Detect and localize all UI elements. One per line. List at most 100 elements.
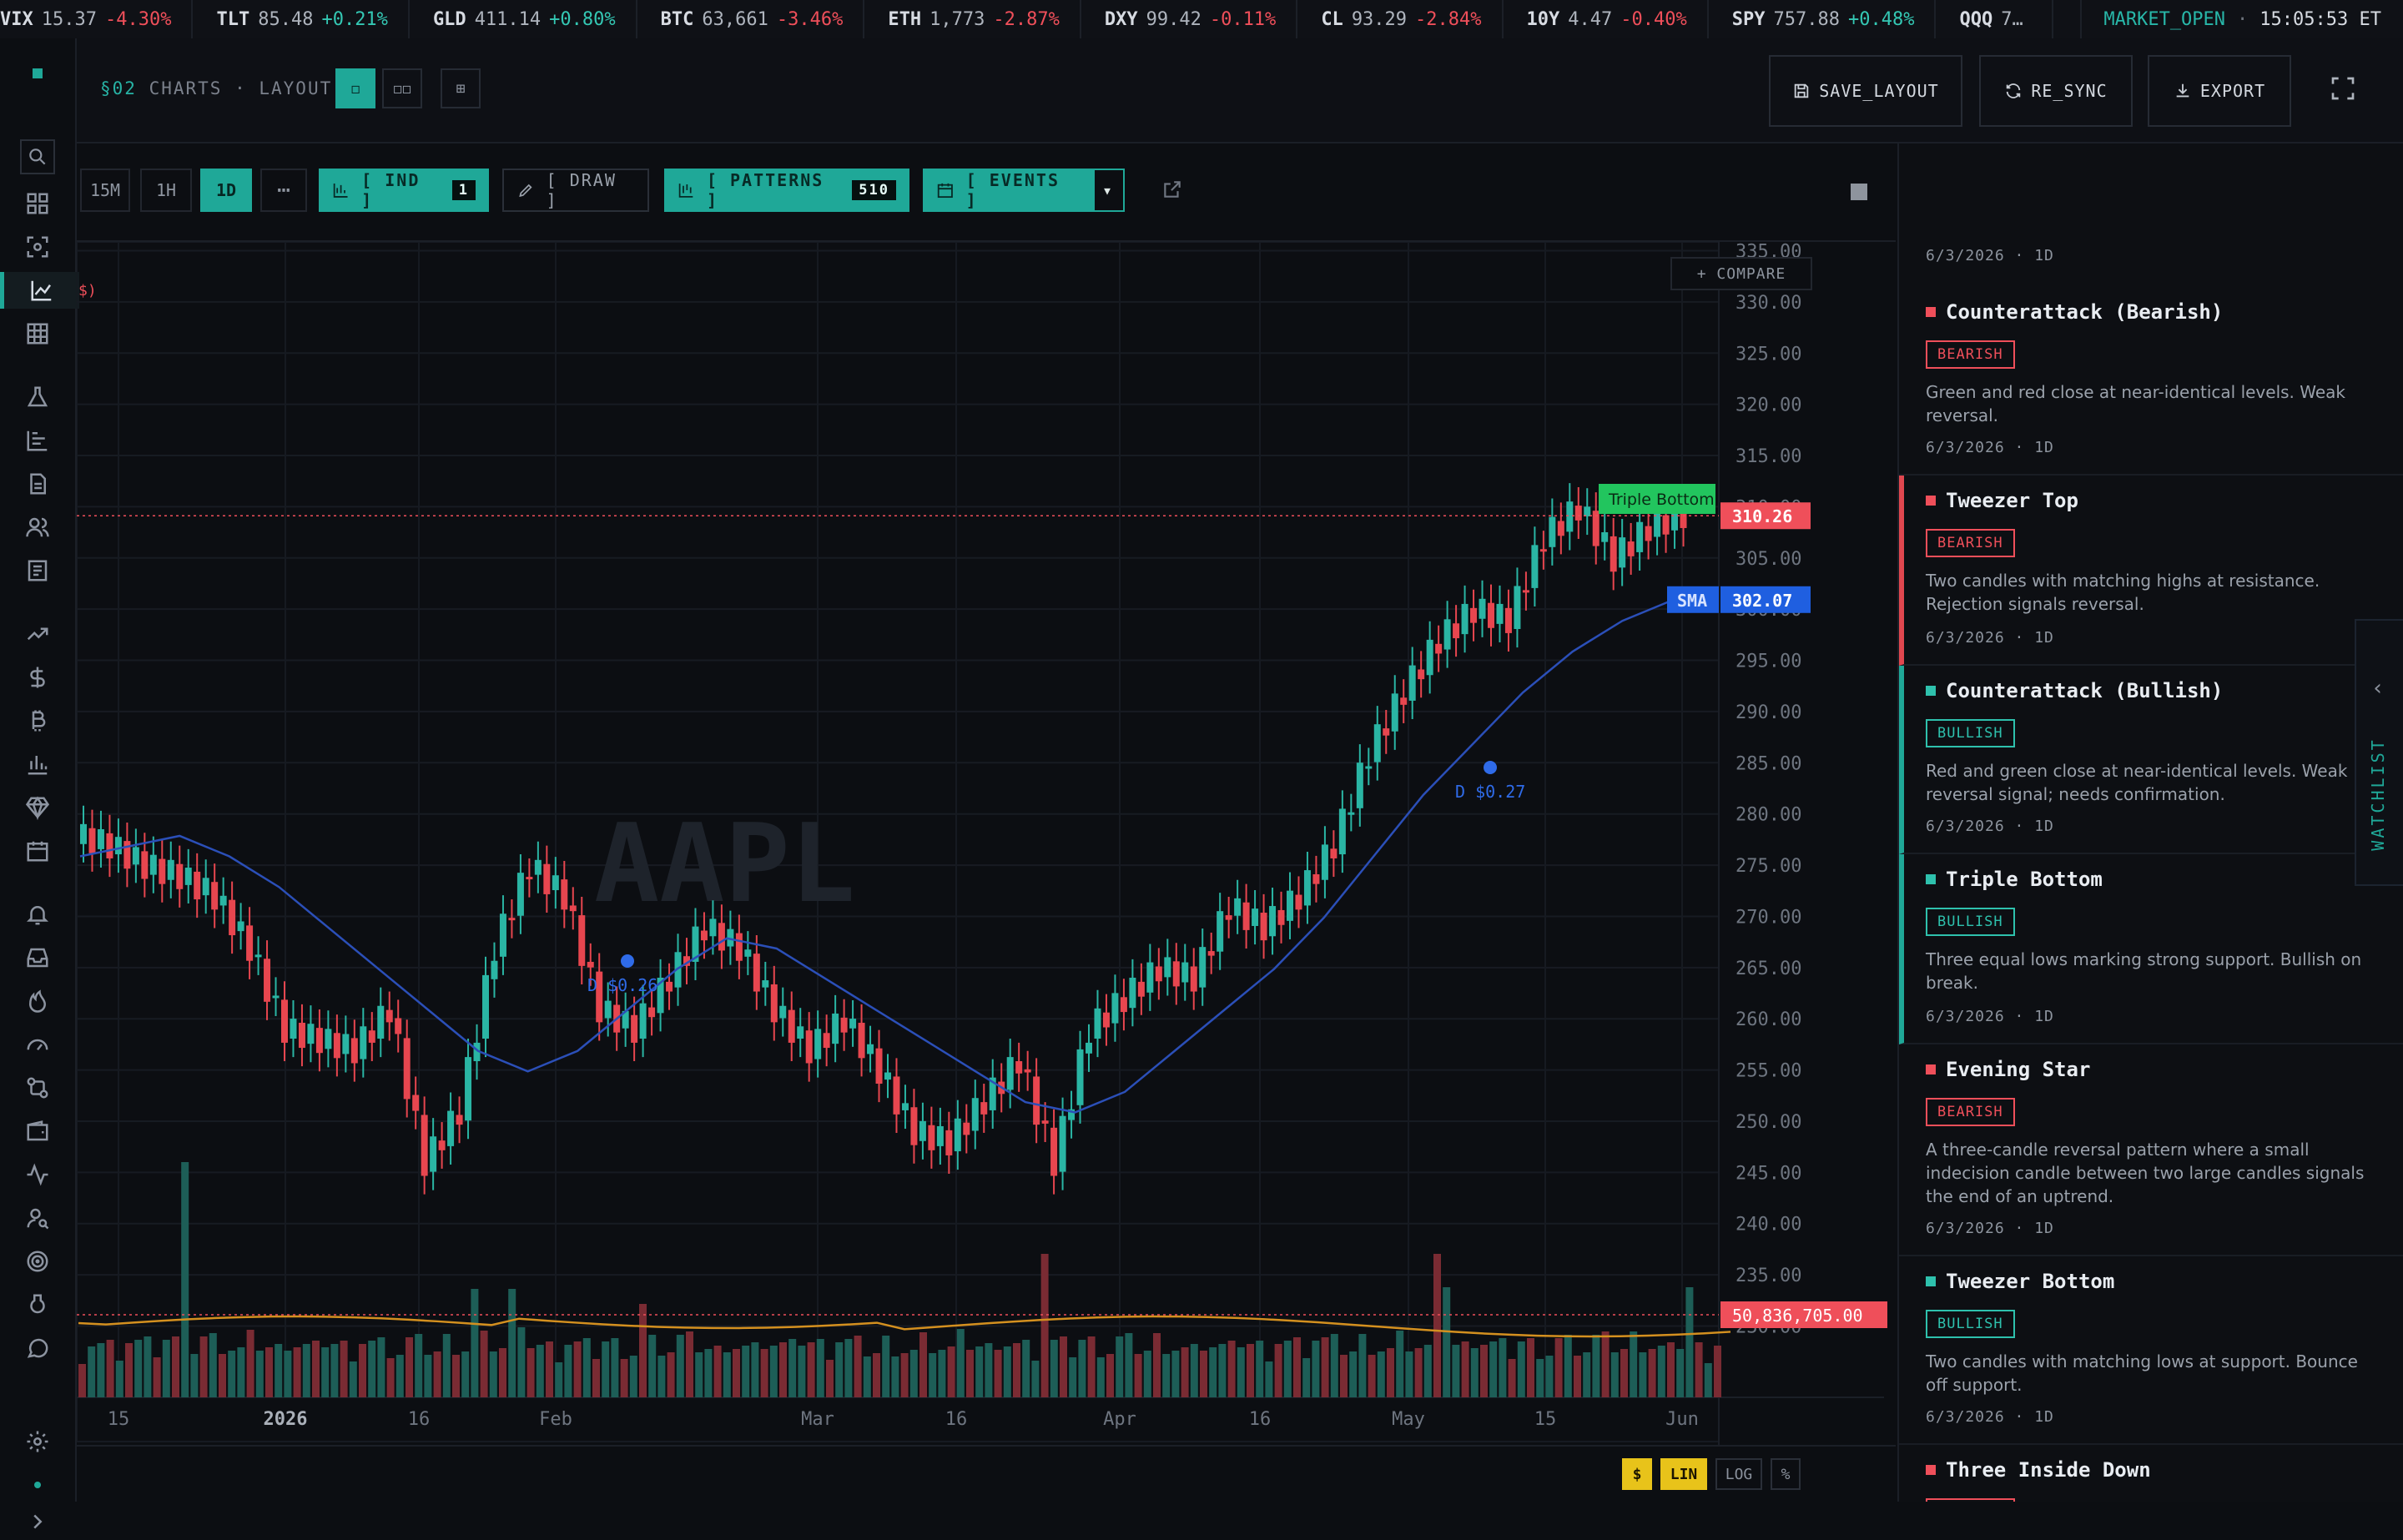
- pattern-card[interactable]: Tweezer Bottom BULLISH Two candles with ma…: [1899, 1256, 2403, 1445]
- inbox-icon[interactable]: [0, 939, 75, 976]
- volume-bar: [144, 1336, 152, 1397]
- search-icon[interactable]: [0, 138, 75, 175]
- volume-label-box: [1720, 1301, 1887, 1328]
- transfer-icon[interactable]: [0, 1069, 75, 1106]
- percent-scale-toggle[interactable]: %: [1771, 1458, 1801, 1490]
- pattern-card[interactable]: Triple Bottom BULLISH Three equal lows mar…: [1899, 854, 2403, 1044]
- fullscreen-icon[interactable]: [2330, 75, 2361, 107]
- export-button[interactable]: EXPORT: [2148, 55, 2291, 127]
- candle-body: [823, 1033, 830, 1049]
- wallet-icon[interactable]: [0, 1113, 75, 1150]
- bell-icon[interactable]: [0, 896, 75, 933]
- ticker-item[interactable]: QQQ 7…: [1936, 0, 2053, 38]
- target-icon[interactable]: [0, 1243, 75, 1280]
- volume-bar: [1601, 1331, 1610, 1397]
- ticker-symbol: VIX: [0, 8, 33, 30]
- volume-bar: [115, 1361, 123, 1397]
- currency-toggle[interactable]: $: [1622, 1458, 1652, 1490]
- scan-icon[interactable]: [0, 229, 75, 265]
- candle-body: [1252, 908, 1259, 926]
- candle-body: [1129, 977, 1136, 1009]
- bitcoin-icon[interactable]: [0, 702, 75, 739]
- candle-body: [666, 981, 673, 992]
- beaker-icon[interactable]: [0, 1286, 75, 1323]
- y-tick-label: 330.00: [1736, 293, 1801, 314]
- pattern-card[interactable]: Counterattack (Bearish) BEARISH Green and …: [1899, 287, 2403, 476]
- pattern-card[interactable]: Three Inside Down BEARISH: [1899, 1445, 2403, 1502]
- pattern-card[interactable]: Evening Star BEARISH A three-candle revers…: [1899, 1044, 2403, 1256]
- log-scale-toggle[interactable]: LOG: [1715, 1458, 1762, 1490]
- events-button[interactable]: [ EVENTS ]: [923, 169, 1095, 212]
- events-dropdown-button[interactable]: ▾: [1091, 169, 1125, 212]
- candle-body: [1418, 669, 1425, 680]
- watchlist-chevron-icon[interactable]: ‹: [2371, 676, 2385, 701]
- flask-icon[interactable]: [0, 379, 75, 415]
- timeframe-1d[interactable]: 1D: [200, 169, 252, 212]
- candle-body: [264, 959, 271, 1002]
- settings-gear-icon[interactable]: [0, 1423, 75, 1460]
- resync-button[interactable]: RE_SYNC: [1979, 55, 2133, 127]
- layout-grid-button[interactable]: ⊞: [441, 68, 481, 108]
- watchlist-tab[interactable]: ‹ WATCHLIST: [2355, 619, 2403, 886]
- news-icon[interactable]: [0, 552, 75, 589]
- ticker-item[interactable]: BTC 63,661 -3.46%: [637, 0, 865, 38]
- chart-canvas[interactable]: 335.00330.00325.00320.00315.00310.00305.…: [77, 242, 1896, 1445]
- document-icon[interactable]: [0, 466, 75, 502]
- y-tick-label: 290.00: [1736, 702, 1801, 723]
- pattern-card[interactable]: Counterattack (Bullish) BULLISH Red and gr…: [1899, 666, 2403, 854]
- timeframe-1h[interactable]: 1H: [140, 169, 192, 212]
- pattern-title-text: Counterattack (Bullish): [1946, 679, 2224, 702]
- draw-button[interactable]: [ DRAW ]: [502, 169, 649, 212]
- trending-up-icon[interactable]: [0, 616, 75, 652]
- activity-icon[interactable]: [0, 1156, 75, 1193]
- ticker-price: 757.88: [1773, 8, 1840, 30]
- volume-bar: [1564, 1335, 1572, 1397]
- volume-bar: [1050, 1340, 1058, 1397]
- x-tick-label: Feb: [539, 1409, 572, 1430]
- indicators-button[interactable]: [ IND ] 1: [319, 169, 489, 212]
- gauge-icon[interactable]: [0, 1026, 75, 1063]
- ticker-item[interactable]: DXY 99.42 -0.11%: [1081, 0, 1298, 38]
- price-chart[interactable]: 335.00330.00325.00320.00315.00310.00305.…: [77, 242, 1896, 1445]
- dollar-icon[interactable]: [0, 659, 75, 696]
- ticker-item[interactable]: TLT 85.48 +0.21%: [193, 0, 410, 38]
- ticker-item[interactable]: VIX 15.37 -4.30%: [0, 0, 194, 38]
- dashboard-icon[interactable]: [0, 185, 75, 222]
- bar-list-icon[interactable]: [0, 422, 75, 459]
- layout-single-button[interactable]: ◻: [335, 68, 375, 108]
- indicators-count: 1: [451, 180, 476, 200]
- ticker-item[interactable]: 10Y 4.47 -0.40%: [1504, 0, 1709, 38]
- column-chart-icon[interactable]: [0, 746, 75, 783]
- candle-body: [1207, 951, 1215, 956]
- ticker-item[interactable]: ETH 1,773 -2.87%: [864, 0, 1081, 38]
- grid-icon[interactable]: [0, 315, 75, 352]
- save-layout-button[interactable]: SAVE_LAYOUT: [1769, 55, 1962, 127]
- volume-bar: [546, 1341, 553, 1397]
- charts-icon[interactable]: [0, 272, 79, 309]
- calendar-icon[interactable]: [0, 833, 75, 869]
- ticker-item[interactable]: GLD 411.14 +0.80%: [410, 0, 637, 38]
- more-timeframes-button[interactable]: ⋯: [260, 169, 307, 212]
- ticker-item[interactable]: CL 93.29 -2.84%: [1297, 0, 1504, 38]
- compare-button[interactable]: + COMPARE: [1670, 257, 1812, 290]
- patterns-button[interactable]: [ PATTERNS ] 510: [664, 169, 909, 212]
- users-icon[interactable]: [0, 509, 75, 546]
- ticker-price: 4.47: [1568, 8, 1613, 30]
- timeframe-15m[interactable]: 15M: [80, 169, 130, 212]
- popout-icon[interactable]: [1161, 179, 1183, 204]
- chat-icon[interactable]: [0, 1330, 75, 1366]
- candle-body: [219, 895, 227, 906]
- linear-scale-toggle[interactable]: LIN: [1660, 1458, 1707, 1490]
- diamond-icon[interactable]: [0, 789, 75, 826]
- expand-nav-icon[interactable]: [0, 1503, 75, 1540]
- stop-icon[interactable]: [1851, 184, 1867, 200]
- pattern-card[interactable]: Tweezer Top BEARISH Two candles with match…: [1899, 476, 2403, 666]
- flame-icon[interactable]: [0, 983, 75, 1019]
- candle-body: [123, 841, 131, 869]
- volume-bar: [1143, 1351, 1151, 1397]
- ticker-item[interactable]: SPY 757.88 +0.48%: [1709, 0, 1937, 38]
- layout-double-button[interactable]: ◻◻: [382, 68, 422, 108]
- user-search-icon[interactable]: [0, 1200, 75, 1236]
- volume-bar: [769, 1346, 778, 1397]
- candle-body: [744, 949, 752, 957]
